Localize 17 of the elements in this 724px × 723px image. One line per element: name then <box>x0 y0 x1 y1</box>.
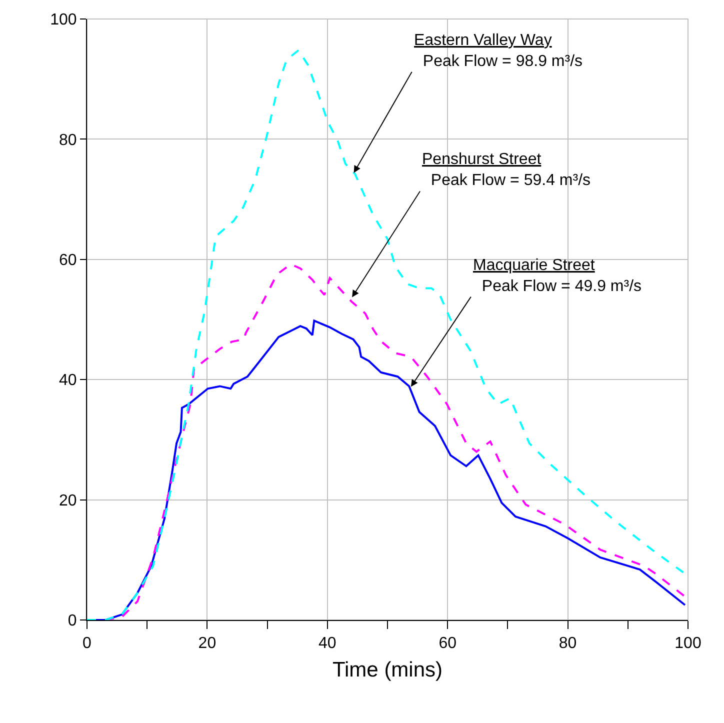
y-tick-label: 40 <box>59 372 77 390</box>
x-tick-label: 40 <box>318 635 336 652</box>
line-series <box>87 49 686 620</box>
annotation: Macquarie Street Peak Flow = 49.9 m³/s <box>473 257 642 295</box>
y-tick-label: 0 <box>68 612 77 630</box>
x-tick-label: 20 <box>198 635 216 652</box>
y-tick-label: 100 <box>50 12 77 29</box>
x-tick-label: 100 <box>674 635 702 652</box>
x-tick-label: 80 <box>558 635 577 652</box>
y-tick-label: 20 <box>59 492 77 510</box>
annotation: Eastern Valley Way Peak Flow = 98.9 m³/s <box>414 32 583 70</box>
x-tick-label: 0 <box>82 635 92 652</box>
x-tick-label: 60 <box>438 635 457 652</box>
x-axis-title: Time (mins) <box>332 658 443 682</box>
annotation: Penshurst Street Peak Flow = 59.4 m³/s <box>422 151 591 189</box>
y-tick-label: 60 <box>59 252 77 269</box>
y-tick-label: 80 <box>59 132 77 149</box>
